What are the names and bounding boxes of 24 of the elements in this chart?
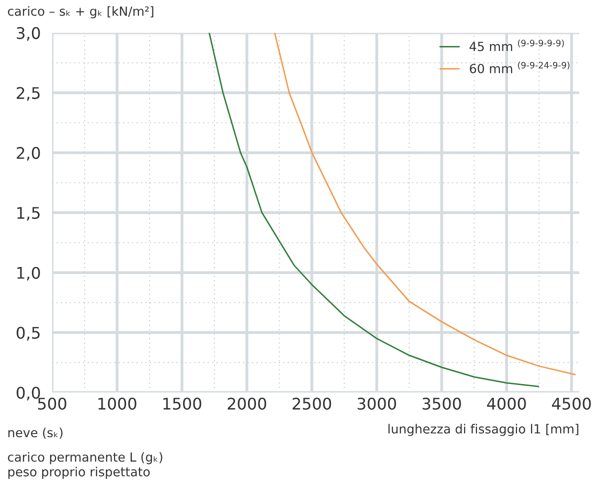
x-tick-label: 4500 [552, 398, 591, 410]
x-tick-label: 3000 [358, 398, 396, 410]
line-series [274, 32, 576, 376]
x-tick-label: 4000 [487, 398, 526, 410]
y-axis-title: carico – sₖ + gₖ [kN/m²] [8, 6, 154, 18]
legend-label: 60 mm $^{(9-9-24-9-9)}$ [470, 62, 570, 74]
x-axis-title: lunghezza di fissaggio l1 [mm] [388, 424, 578, 436]
y-tick-label: 3,0 [16, 27, 40, 41]
y-tick-label: 1,0 [17, 266, 40, 281]
text: peso proprio rispettato [8, 466, 150, 479]
x-tick-label: 2500 [292, 398, 332, 410]
x-tick-label: 1000 [98, 398, 136, 410]
text: neve (sₖ) [8, 428, 62, 439]
y-tick-label: 0,5 [16, 326, 40, 340]
x-tick-label: 3500 [422, 398, 461, 410]
x-tick-label: 2000 [228, 398, 266, 410]
y-tick-label: 2,5 [16, 86, 40, 101]
x-tick-label: 1500 [163, 398, 202, 410]
y-tick-label: 0,0 [16, 386, 40, 400]
y-tick-label: 1,5 [17, 207, 40, 221]
text: carico permanente L (gₖ) [8, 452, 162, 464]
x-tick-label: 500 [38, 398, 66, 410]
y-tick-label: 2,0 [16, 146, 40, 161]
legend-label: 45 mm $^{(9-9-9-9-9)}$ [470, 40, 564, 52]
